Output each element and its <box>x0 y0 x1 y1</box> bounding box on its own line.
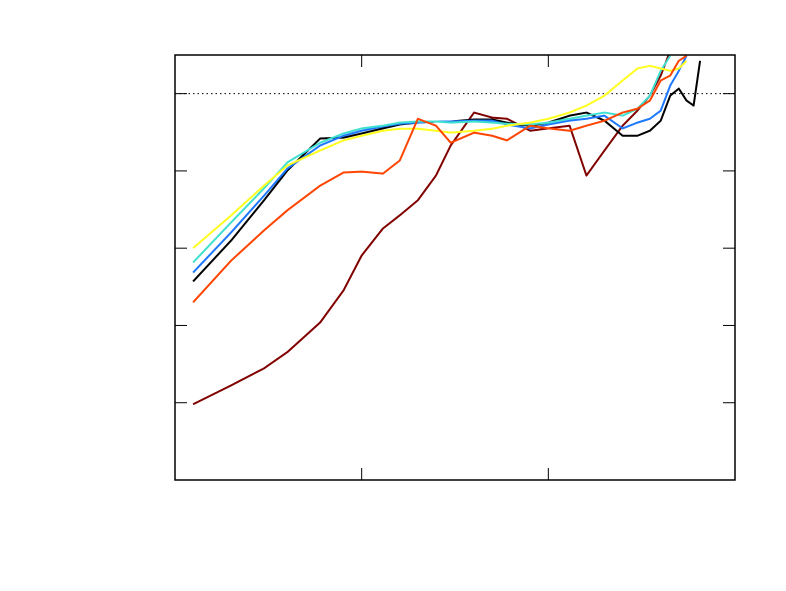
series-line <box>192 55 688 274</box>
series-line <box>192 60 702 283</box>
series-line <box>192 60 688 249</box>
series-line <box>192 55 672 264</box>
series-line <box>192 55 688 303</box>
series-line <box>192 55 670 406</box>
axes-frame <box>174 54 736 481</box>
plot-area <box>175 55 735 406</box>
